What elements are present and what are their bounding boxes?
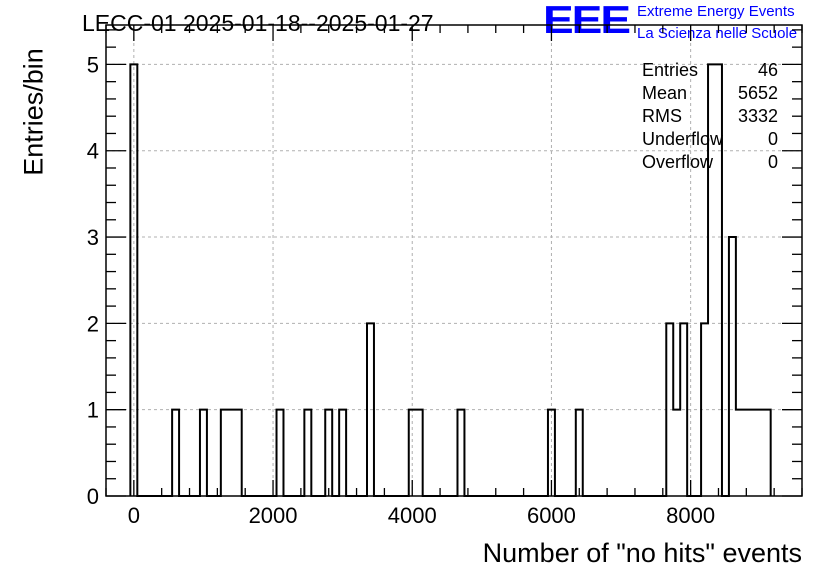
stat-value: 3332 bbox=[737, 106, 778, 126]
x-tick-label: 0 bbox=[128, 503, 140, 528]
histogram-bar bbox=[367, 323, 374, 496]
axes: 0 2000 4000 6000 8000 0 1 2 3 4 5 bbox=[87, 24, 803, 528]
histogram-bar bbox=[339, 410, 346, 496]
stat-label: Entries bbox=[642, 60, 699, 80]
histogram-bar bbox=[757, 410, 764, 496]
histogram-bar bbox=[666, 323, 673, 496]
histogram-bar bbox=[130, 64, 137, 496]
x-tick-label: 4000 bbox=[388, 503, 437, 528]
stat-row-overflow: Overflow 0 bbox=[642, 151, 778, 174]
logo-line-2: La Scienza nelle Scuole bbox=[637, 25, 798, 42]
histogram-bar bbox=[221, 410, 228, 496]
histogram-bar bbox=[457, 410, 464, 496]
plot-frame bbox=[105, 24, 803, 497]
x-tick-label: 6000 bbox=[527, 503, 576, 528]
histogram-bar bbox=[680, 323, 687, 496]
histogram-bar bbox=[228, 410, 235, 496]
histogram-bar bbox=[172, 410, 179, 496]
histogram-bar bbox=[743, 410, 750, 496]
y-tick-label: 1 bbox=[87, 398, 99, 423]
stat-value: 5652 bbox=[737, 83, 778, 103]
histogram-bar bbox=[304, 410, 311, 496]
stat-value: 0 bbox=[767, 129, 778, 149]
stats-box: Entries 46 Mean 5652 RMS 3332 Underflow … bbox=[642, 59, 778, 174]
histogram-bar bbox=[325, 410, 332, 496]
histogram-bar bbox=[736, 410, 743, 496]
histogram-bar bbox=[235, 410, 242, 496]
stat-label: RMS bbox=[642, 106, 682, 126]
y-tick-label: 0 bbox=[87, 484, 99, 509]
histogram-bar bbox=[750, 410, 757, 496]
stat-row-entries: Entries 46 bbox=[642, 59, 778, 82]
stat-label: Underflow bbox=[642, 129, 724, 149]
x-tick-label: 8000 bbox=[666, 503, 715, 528]
eee-logo-mark: EEE bbox=[543, 0, 631, 42]
x-axis-label: Number of "no hits" events bbox=[482, 538, 802, 568]
histogram-bar bbox=[764, 410, 771, 496]
stat-row-underflow: Underflow 0 bbox=[642, 128, 778, 151]
stat-label: Mean bbox=[642, 83, 688, 103]
stat-label: Overflow bbox=[642, 152, 714, 172]
stat-value: 46 bbox=[757, 60, 778, 80]
y-tick-label: 2 bbox=[87, 311, 99, 336]
stat-row-mean: Mean 5652 bbox=[642, 82, 778, 105]
histogram-bar bbox=[200, 410, 207, 496]
logo-line-1: Extreme Energy Events bbox=[637, 3, 795, 20]
x-tick-label: 2000 bbox=[249, 503, 298, 528]
histogram-bar bbox=[277, 410, 284, 496]
stat-value: 0 bbox=[767, 152, 778, 172]
chart-title: LECC-01 2025-01-18--2025-01-27 bbox=[82, 10, 434, 36]
histogram-bar bbox=[576, 410, 583, 496]
y-tick-label: 3 bbox=[87, 225, 99, 250]
histogram-bar bbox=[416, 410, 423, 496]
y-tick-label: 5 bbox=[87, 52, 99, 77]
histogram-bar bbox=[729, 237, 736, 496]
y-tick-label: 4 bbox=[87, 139, 99, 164]
stat-row-rms: RMS 3332 bbox=[642, 105, 778, 128]
histogram-bar bbox=[673, 410, 680, 496]
histogram-bar bbox=[701, 323, 708, 496]
